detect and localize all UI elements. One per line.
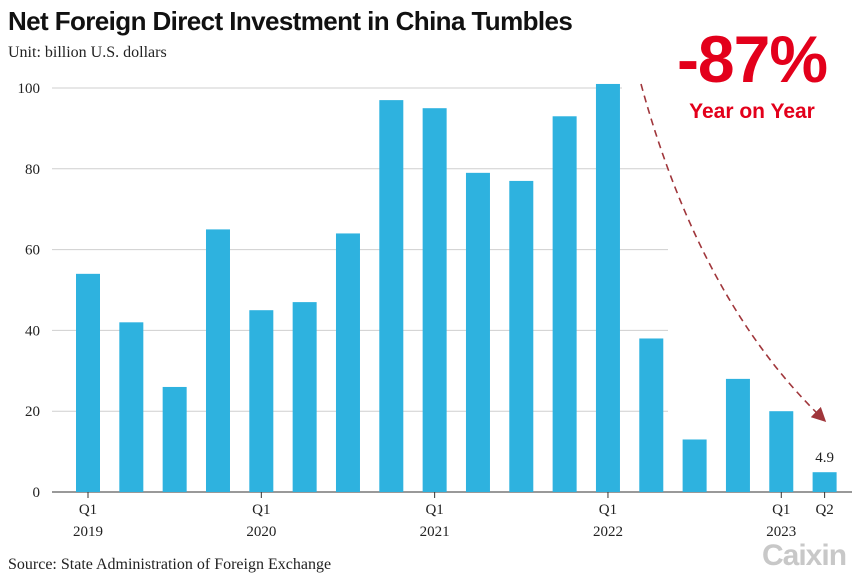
chart-subtitle: Unit: billion U.S. dollars — [8, 44, 167, 61]
bar — [595, 83, 620, 493]
x-tick-label: Q2 — [815, 502, 833, 518]
bar — [162, 386, 187, 492]
bar — [292, 302, 317, 492]
bar — [379, 100, 404, 493]
y-tick-label: 20 — [25, 404, 40, 420]
y-tick-label: 60 — [25, 243, 40, 259]
y-tick-label: 0 — [33, 485, 41, 501]
x-tick-year-label: 2023 — [766, 524, 796, 540]
bar — [465, 172, 490, 492]
bar — [205, 229, 230, 492]
bar — [725, 378, 750, 492]
bar — [682, 439, 707, 492]
bar — [422, 108, 447, 492]
y-tick-label: 40 — [25, 323, 40, 339]
x-tick-label: Q1 — [599, 502, 617, 518]
y-axis-ticks: 0 20 40 60 80 100 — [18, 81, 41, 501]
x-tick-label: Q1 — [252, 502, 270, 518]
x-tick-year-label: 2022 — [593, 524, 623, 540]
x-tick-year-label: 2021 — [420, 524, 450, 540]
y-tick-label: 100 — [18, 81, 41, 97]
bar — [639, 338, 664, 492]
bars — [76, 83, 837, 493]
y-tick-label: 80 — [25, 162, 40, 178]
x-tick-label: Q1 — [425, 502, 443, 518]
source-note: Source: State Administration of Foreign … — [8, 556, 332, 573]
callout-percent: -87% — [676, 22, 828, 96]
trend-arrow — [640, 83, 827, 423]
callout-label: Year on Year — [689, 100, 815, 123]
bar — [249, 310, 274, 492]
bar — [769, 411, 794, 492]
x-tick-label: Q1 — [772, 502, 790, 518]
bar — [552, 116, 577, 492]
x-tick-year-label: 2020 — [246, 524, 276, 540]
bar — [812, 472, 837, 492]
bar — [335, 233, 360, 492]
x-axis-ticks: Q1 2019 Q1 2020 Q1 2021 Q1 2022 Q1 2023 Q2 — [73, 492, 834, 540]
bar — [119, 322, 144, 492]
chart-title: Net Foreign Direct Investment in China T… — [8, 6, 573, 36]
caixin-logo: Caixin — [762, 539, 847, 572]
data-labels: 4.9 — [815, 450, 834, 466]
data-label: 4.9 — [815, 450, 834, 466]
bar — [509, 180, 534, 493]
x-tick-year-label: 2019 — [73, 524, 103, 540]
x-tick-label: Q1 — [79, 502, 97, 518]
bar — [76, 273, 100, 492]
